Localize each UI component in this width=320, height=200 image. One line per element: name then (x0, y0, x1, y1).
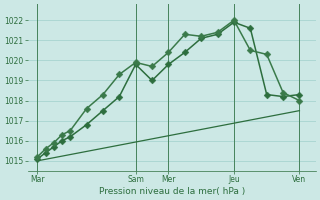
X-axis label: Pression niveau de la mer( hPa ): Pression niveau de la mer( hPa ) (99, 187, 245, 196)
